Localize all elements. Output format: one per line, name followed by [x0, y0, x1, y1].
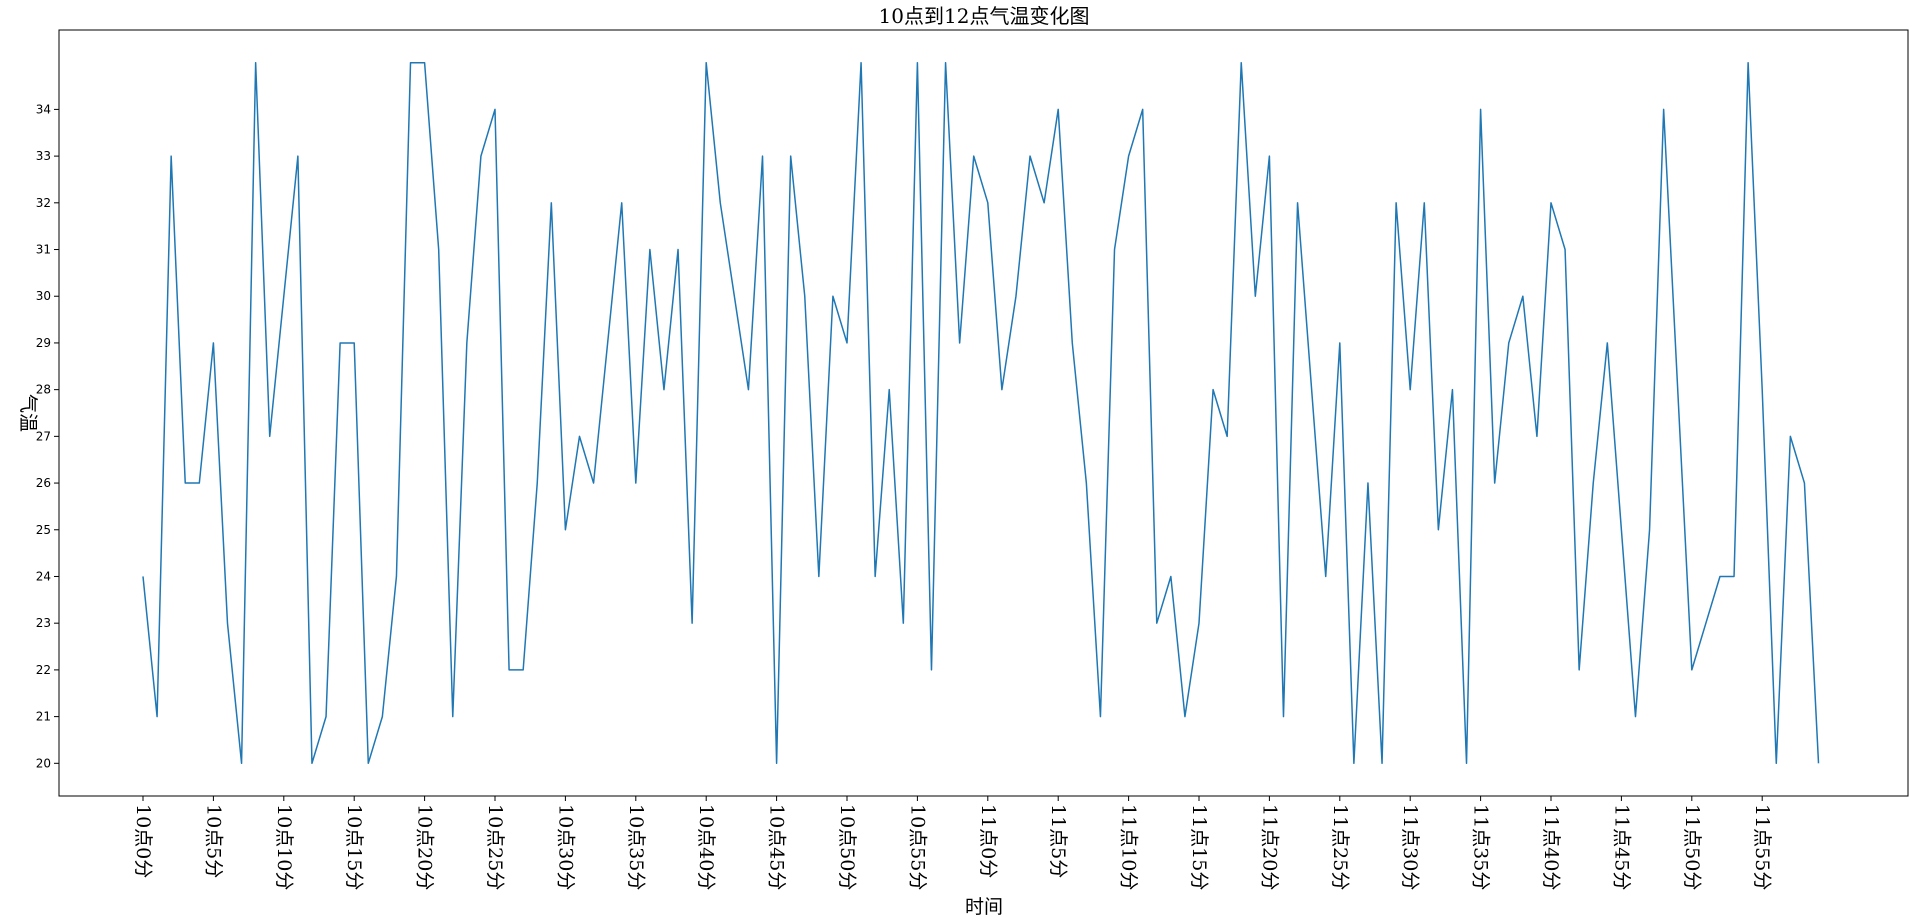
y-tick-label: 30	[36, 289, 51, 303]
temperature-series-line	[142, 61, 1820, 765]
y-axis-label: 气温	[17, 394, 39, 432]
x-tick-label: 10点5分	[202, 804, 224, 878]
x-tick-label: 11点40分	[1540, 804, 1562, 890]
y-tick-label: 28	[36, 383, 51, 397]
x-tick-label: 11点5分	[1047, 804, 1069, 878]
x-tick-label: 10点10分	[273, 804, 295, 890]
x-tick-label: 11点15分	[1188, 804, 1210, 890]
x-tick-label: 10点35分	[625, 804, 647, 890]
chart-title: 10点到12点气温变化图	[879, 4, 1090, 28]
x-tick-label: 10点55分	[906, 804, 928, 890]
x-tick-label: 10点45分	[766, 804, 788, 890]
x-tick-label: 10点30分	[554, 804, 576, 890]
x-tick-label: 10点15分	[343, 804, 365, 890]
x-axis-label: 时间	[965, 896, 1003, 915]
x-tick-label: 10点20分	[414, 804, 436, 890]
plot-area	[58, 29, 1909, 797]
x-tick-label: 10点0分	[132, 804, 154, 878]
x-tick-label: 11点50分	[1681, 804, 1703, 890]
x-tick-label: 11点55分	[1751, 804, 1773, 890]
y-tick-label: 26	[36, 476, 51, 490]
x-tick-label: 11点45分	[1610, 804, 1632, 890]
x-tick-label: 11点25分	[1329, 804, 1351, 890]
y-tick-label: 23	[36, 616, 51, 630]
x-tick-label: 11点0分	[977, 804, 999, 878]
x-tick-label: 11点35分	[1470, 804, 1492, 890]
y-tick-label: 24	[36, 569, 51, 583]
y-tick-label: 29	[36, 336, 51, 350]
y-axis: 20 21 22 23 24 25 26 27 28 29 30 31 32 33 34	[36, 102, 59, 770]
x-tick-label: 11点10分	[1118, 804, 1140, 890]
y-tick-label: 33	[36, 149, 51, 163]
x-tick-label: 11点20分	[1258, 804, 1280, 890]
y-tick-label: 32	[36, 196, 51, 210]
x-tick-label: 10点25分	[484, 804, 506, 890]
x-tick-label: 10点40分	[695, 804, 717, 890]
y-tick-label: 21	[36, 710, 51, 724]
y-tick-label: 22	[36, 663, 51, 677]
y-tick-label: 25	[36, 523, 51, 537]
y-tick-label: 31	[36, 243, 51, 257]
plot-frame	[58, 29, 1909, 797]
x-tick-label: 10点50分	[836, 804, 858, 890]
x-axis: 10点0分 10点5分 10点10分 10点15分 10点20分 10点25分 10点30分…	[132, 796, 1773, 890]
y-tick-label: 27	[36, 429, 51, 443]
y-tick-label: 20	[36, 756, 51, 770]
y-tick-label: 34	[36, 102, 51, 116]
x-tick-label: 11点30分	[1399, 804, 1421, 890]
